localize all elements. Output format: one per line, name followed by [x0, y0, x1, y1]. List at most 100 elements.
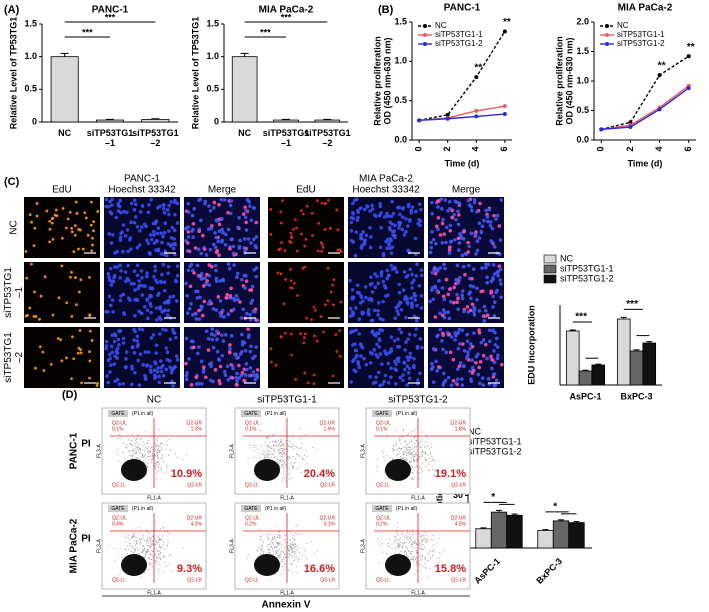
- event-dot: [165, 471, 167, 473]
- cell-dot: [233, 298, 237, 303]
- quadrant-value: 1.9%: [324, 426, 336, 432]
- cell-dot: [494, 217, 498, 221]
- cell-dot: [132, 350, 137, 355]
- x-tick-label: NC: [58, 128, 71, 138]
- cell-dot: [310, 318, 314, 322]
- cell-dot: [108, 370, 112, 374]
- event-dot: [412, 559, 414, 561]
- cell-dot: [419, 306, 424, 310]
- gate-label: GATE: [244, 411, 258, 417]
- quadrant-name: Q2-LL: [376, 577, 390, 583]
- cell-dot: [24, 250, 28, 253]
- event-dot: [170, 449, 172, 451]
- cell-dot: [207, 263, 212, 267]
- cell-dot: [187, 306, 192, 311]
- event-dot: [292, 465, 294, 467]
- event-dot: [410, 558, 412, 561]
- event-dot: [168, 438, 171, 440]
- cell-dot: [64, 226, 68, 230]
- gate-tag: [108, 410, 128, 417]
- event-dot: [293, 447, 295, 450]
- event-cluster: [121, 554, 147, 576]
- event-dot: [267, 551, 270, 554]
- event-dot: [285, 440, 287, 442]
- event-dot: [393, 446, 395, 448]
- cell-dot: [54, 208, 58, 212]
- series-point: [445, 112, 450, 117]
- cell-dot: [188, 284, 193, 289]
- cell-dot: [208, 299, 212, 303]
- event-dot: [289, 543, 292, 545]
- event-dot: [291, 543, 293, 546]
- cell-dot: [125, 210, 129, 215]
- event-dot: [392, 450, 394, 452]
- cell-dot: [108, 266, 113, 271]
- cell-dot: [33, 226, 37, 230]
- cell-dot: [447, 199, 452, 204]
- event-dot: [139, 539, 141, 541]
- event-dot: [268, 578, 270, 581]
- cell-dot: [110, 333, 115, 337]
- event-dot: [157, 571, 160, 573]
- cell-dot: [482, 304, 487, 309]
- cell-dot: [404, 217, 408, 221]
- cell-dot: [458, 275, 462, 280]
- cell-dot: [236, 297, 240, 302]
- event-dot: [316, 448, 318, 450]
- gate-tag: [372, 410, 392, 417]
- cell-dot: [415, 346, 420, 350]
- x-tick-label: 6: [683, 146, 693, 151]
- cell-dot: [385, 237, 390, 242]
- cell-dot: [398, 212, 402, 217]
- cell-dot: [60, 264, 64, 268]
- x-tick-label: 2: [625, 146, 635, 151]
- cell-dot: [121, 341, 126, 345]
- event-cluster: [385, 459, 411, 481]
- event-dot: [266, 535, 268, 537]
- cell-dot: [244, 361, 249, 366]
- event-dot: [124, 457, 126, 459]
- cell-dot: [410, 272, 414, 277]
- event-dot: [149, 539, 151, 541]
- event-dot: [126, 444, 128, 446]
- event-dot: [117, 555, 119, 557]
- y-tick-label: 0: [214, 116, 219, 126]
- cell-dot: [218, 299, 223, 303]
- event-dot: [130, 550, 132, 552]
- cell-dot: [433, 271, 438, 276]
- event-dot: [291, 548, 293, 550]
- event-dot: [397, 542, 399, 545]
- cell-dot: [255, 373, 259, 377]
- cell-dot: [484, 265, 488, 270]
- cell-dot: [381, 279, 386, 284]
- cell-dot: [226, 312, 231, 317]
- event-dot: [167, 466, 169, 468]
- micrograph: [24, 197, 100, 258]
- event-dot: [266, 449, 269, 451]
- event-dot: [262, 541, 265, 543]
- gate-tag: [241, 410, 261, 417]
- plot-y-axis: FL3-A: [96, 444, 102, 458]
- event-dot: [154, 468, 156, 470]
- event-dot: [132, 449, 134, 451]
- event-dot: [402, 542, 404, 544]
- event-dot: [155, 562, 157, 564]
- event-dot: [146, 538, 148, 540]
- cell-dot: [375, 331, 379, 335]
- cell-dot: [205, 279, 210, 283]
- event-dot: [280, 461, 282, 463]
- event-dot: [136, 540, 138, 542]
- event-dot: [275, 445, 277, 447]
- quadrant-name: Q2-UR: [319, 420, 335, 426]
- event-dot: [279, 449, 281, 452]
- cell-dot: [157, 374, 161, 379]
- cell-dot: [413, 236, 418, 241]
- cell-dot: [248, 204, 252, 209]
- micrograph: [268, 262, 344, 323]
- cell-dot: [312, 305, 316, 309]
- cell-dot: [163, 221, 168, 226]
- event-cluster: [385, 554, 411, 576]
- event-dot: [432, 539, 435, 541]
- event-dot: [282, 463, 284, 465]
- y-axis-label: Relative Level of TP53TG1: [8, 17, 18, 130]
